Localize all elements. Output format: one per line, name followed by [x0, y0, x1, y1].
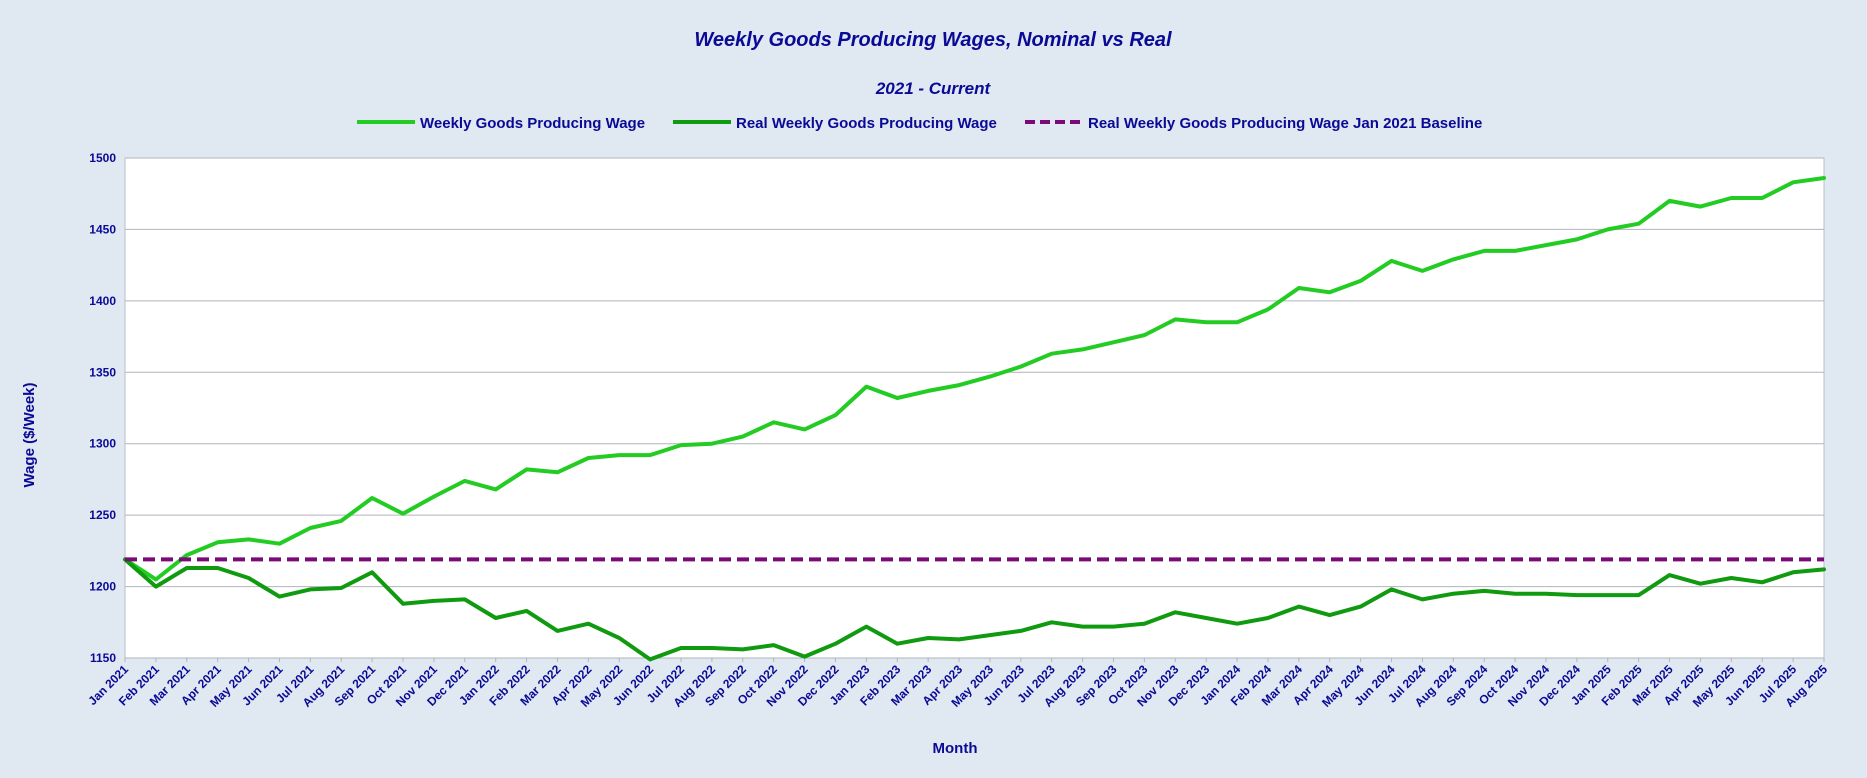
- chart-title: Weekly Goods Producing Wages, Nominal vs…: [694, 29, 1172, 51]
- grid: [125, 157, 1824, 659]
- legend-label-2: Real Weekly Goods Producing Wage: [736, 115, 997, 132]
- y-tick-label: 1200: [89, 580, 116, 594]
- chart-subtitle: 2021 - Current: [875, 79, 992, 98]
- y-tick-label: 1250: [89, 508, 116, 522]
- plot-area: [124, 157, 1825, 659]
- series-line-2: [123, 557, 1826, 662]
- y-tick-label: 1500: [89, 151, 116, 165]
- y-axis-ticks: 1150 1200 1250 1300 1350 1400 1450 1500: [89, 151, 116, 665]
- legend-label-3: Real Weekly Goods Producing Wage Jan 202…: [1088, 115, 1482, 132]
- y-tick-label: 1400: [89, 294, 116, 308]
- legend-label-1: Weekly Goods Producing Wage: [420, 115, 645, 132]
- y-tick-label: 1300: [89, 437, 116, 451]
- y-axis-label: Wage ($/Week): [21, 382, 38, 487]
- y-tick-label: 1150: [90, 651, 116, 665]
- series-line-1: [123, 176, 1826, 582]
- x-axis-label: Month: [933, 740, 978, 757]
- y-tick-label: 1450: [89, 222, 116, 236]
- series-group: [123, 176, 1826, 662]
- y-tick-label: 1350: [89, 365, 116, 379]
- legend: Weekly Goods Producing Wage Real Weekly G…: [357, 115, 1482, 132]
